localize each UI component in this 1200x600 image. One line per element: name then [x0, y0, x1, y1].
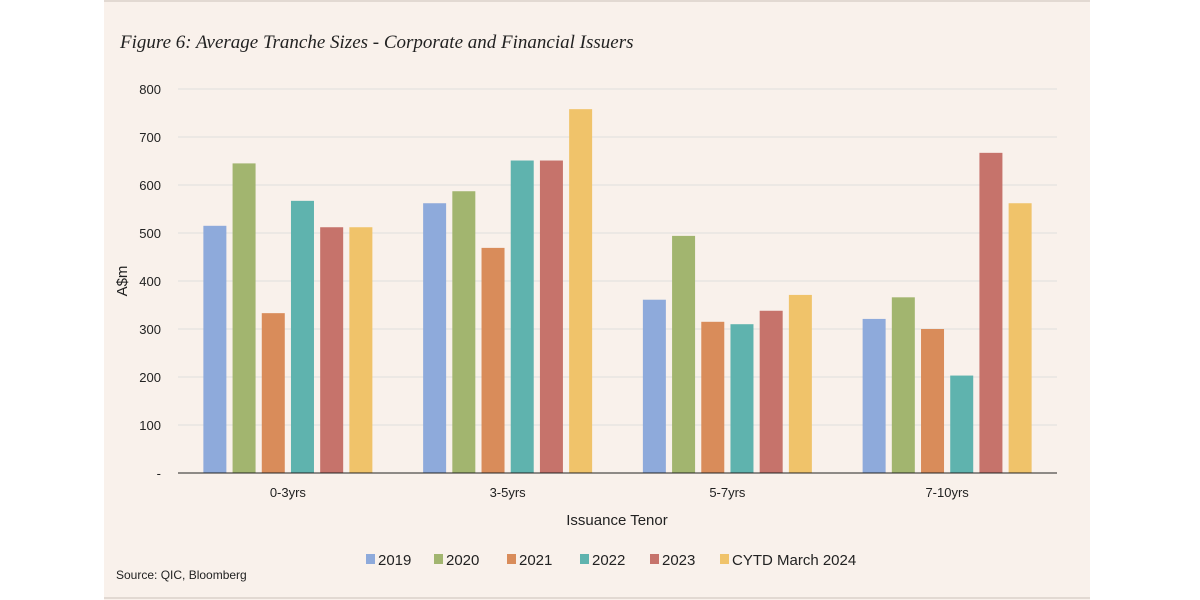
legend-swatch	[434, 554, 443, 564]
legend-swatch	[580, 554, 589, 564]
chart-panel	[104, 0, 1090, 600]
source-note: Source: QIC, Bloomberg	[116, 568, 247, 582]
x-tick-label: 3-5yrs	[490, 485, 527, 500]
legend-swatch	[650, 554, 659, 564]
y-tick-label: 400	[139, 274, 161, 289]
bar	[862, 318, 886, 473]
bars	[203, 109, 1032, 474]
y-tick-label: 100	[139, 418, 161, 433]
bar	[423, 203, 447, 474]
legend-label: 2020	[446, 552, 479, 569]
legend-label: 2021	[519, 552, 552, 569]
bar	[539, 160, 563, 473]
legend-swatch	[366, 554, 375, 564]
bar	[481, 247, 505, 473]
bar	[642, 299, 666, 473]
bar	[203, 225, 227, 473]
bar	[701, 321, 725, 473]
panel-top-border	[104, 0, 1090, 2]
x-tick-label: 5-7yrs	[709, 485, 746, 500]
legend-label: 2023	[662, 552, 695, 569]
bar	[452, 191, 476, 474]
y-tick-label: 200	[139, 370, 161, 385]
bar	[730, 324, 754, 473]
bar	[950, 375, 974, 473]
legend-swatch	[720, 554, 729, 564]
bar	[1008, 203, 1032, 474]
legend-swatch	[507, 554, 516, 564]
y-axis-ticks: - 100 200 300 400 500 600 700 800	[139, 82, 161, 481]
bar	[788, 294, 812, 473]
bar	[290, 200, 314, 473]
y-tick-label: 700	[139, 130, 161, 145]
bar	[921, 329, 945, 473]
bar	[569, 109, 593, 473]
bar	[979, 152, 1003, 473]
bar	[672, 235, 696, 473]
chart-title: Figure 6: Average Tranche Sizes - Corpor…	[120, 32, 634, 53]
y-tick-label: 600	[139, 178, 161, 193]
x-axis-ticks: 0-3yrs 3-5yrs 5-7yrs 7-10yrs	[270, 485, 969, 500]
y-tick-label: 300	[139, 322, 161, 337]
bar	[320, 227, 344, 473]
legend: 2019 2020 2021 2022 2023 CYTD March 2024	[366, 552, 856, 569]
x-tick-label: 0-3yrs	[270, 485, 307, 500]
bar	[261, 313, 285, 473]
y-tick-label: -	[157, 466, 161, 481]
legend-label: 2022	[592, 552, 625, 569]
x-tick-label: 7-10yrs	[925, 485, 969, 500]
legend-label: CYTD March 2024	[732, 552, 856, 569]
legend-label: 2019	[378, 552, 411, 569]
panel-bottom-border	[104, 597, 1090, 599]
y-tick-label: 500	[139, 226, 161, 241]
bar	[891, 297, 915, 473]
bar	[759, 310, 783, 473]
bar	[232, 163, 256, 473]
y-axis-title: A$m	[114, 266, 131, 297]
bar	[510, 160, 534, 473]
y-tick-label: 800	[139, 82, 161, 97]
bar	[349, 227, 373, 473]
x-axis-title: Issuance Tenor	[566, 512, 667, 529]
